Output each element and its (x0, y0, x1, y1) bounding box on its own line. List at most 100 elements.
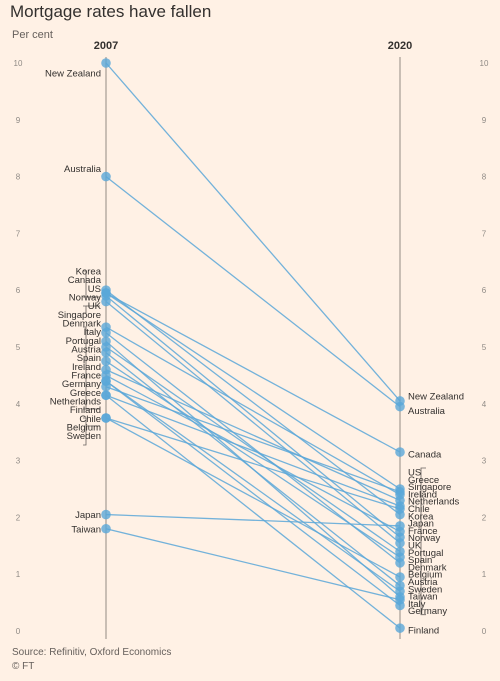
label-2007-chile: Chile (79, 414, 101, 425)
label-2007-france: France (71, 371, 101, 382)
y-tick-label-right: 5 (482, 343, 487, 352)
series-line-new-zealand (105, 62, 401, 402)
bracket-2020 (420, 467, 426, 616)
series-line-singapore (105, 326, 401, 496)
label-2007-uk: UK (88, 301, 102, 312)
label-2020-chile: Chile (408, 504, 430, 515)
label-2007-netherlands: Netherlands (50, 397, 101, 408)
series-lines (105, 62, 401, 629)
series-line-finland (105, 394, 401, 629)
label-2020-portugal: Portugal (408, 548, 443, 559)
label-2020-singapore: Singapore (408, 482, 451, 493)
point-2020-finland (395, 623, 405, 633)
y-tick-label-left: 0 (16, 627, 21, 636)
y-tick-label-left: 4 (16, 400, 21, 409)
label-2007-austria: Austria (71, 345, 101, 356)
label-2020-netherlands: Netherlands (408, 497, 459, 508)
series-line-greece (105, 386, 401, 493)
series-line-ireland (105, 369, 401, 501)
y-tick-label-right: 2 (482, 513, 487, 522)
series-line-australia (105, 176, 401, 408)
label-2020-greece: Greece (408, 475, 439, 486)
y-tick-label-right: 8 (482, 173, 487, 182)
point-2007-denmark (101, 328, 111, 338)
label-2007-japan: Japan (75, 510, 101, 521)
label-2020-australia: Australia (408, 406, 446, 417)
y-tick-label-left: 2 (16, 513, 21, 522)
point-2020-greece (395, 487, 405, 497)
label-2020-spain: Spain (408, 555, 432, 566)
y-tick-label-left: 6 (16, 286, 21, 295)
year-label-2020: 2020 (388, 40, 412, 52)
label-2007-italy: Italy (84, 327, 102, 338)
y-tick-label-right: 4 (482, 400, 487, 409)
year-label-2007: 2007 (94, 40, 118, 52)
label-2020-austria: Austria (408, 577, 438, 588)
series-line-canada (105, 292, 401, 453)
label-2020-denmark: Denmark (408, 562, 447, 573)
y-tick-label-right: 3 (482, 457, 487, 466)
point-2007-japan (101, 509, 111, 520)
point-2007-finland (101, 390, 111, 401)
label-2020-us: US (408, 468, 421, 479)
y-tick-label-right: 10 (480, 59, 489, 68)
point-2007-uk (101, 296, 111, 307)
series-line-netherlands (105, 394, 401, 507)
label-2007-denmark: Denmark (62, 319, 101, 330)
label-2020-belgium: Belgium (408, 570, 442, 581)
series-line-uk (105, 301, 401, 544)
point-2020-japan (395, 521, 405, 531)
label-2020-uk: UK (408, 541, 422, 552)
y-axis-unit-label: Per cent (12, 29, 53, 41)
y-tick-label-left: 10 (14, 59, 23, 68)
point-2020-taiwan (395, 594, 405, 605)
y-tick-label-left: 8 (16, 173, 21, 182)
label-2007-new-zealand: New Zealand (45, 69, 101, 80)
point-2020-uk (395, 538, 405, 548)
label-2020-ireland: Ireland (408, 489, 437, 500)
series-line-germany (105, 380, 401, 606)
y-tick-label-left: 1 (16, 570, 21, 579)
label-2020-korea: Korea (408, 511, 434, 522)
label-2007-portugal: Portugal (66, 336, 101, 347)
y-tick-label-right: 9 (482, 116, 487, 125)
label-2020-italy: Italy (408, 599, 426, 610)
y-tick-label-right: 1 (482, 570, 487, 579)
y-tick-label-right: 0 (482, 627, 487, 636)
data-points (101, 58, 405, 633)
point-2020-canada (395, 447, 405, 457)
label-2007-us: US (88, 284, 101, 295)
bracket-2007 (83, 326, 87, 410)
label-2020-norway: Norway (408, 533, 440, 544)
point-2007-sweden (101, 376, 111, 386)
source-note: Source: Refinitiv, Oxford Economics (12, 647, 172, 658)
label-2007-spain: Spain (77, 353, 101, 364)
y-tick-label-right: 6 (482, 286, 487, 295)
point-2007-australia (101, 171, 111, 182)
point-2007-new-zealand (101, 58, 111, 68)
y-tick-label-left: 3 (16, 457, 21, 466)
point-2007-belgium (101, 413, 111, 423)
label-2020-germany: Germany (408, 606, 447, 617)
y-tick-label-left: 5 (16, 343, 21, 352)
label-2007-belgium: Belgium (67, 423, 101, 434)
label-brackets (83, 270, 426, 616)
label-2007-greece: Greece (70, 388, 101, 399)
label-2020-new-zealand: New Zealand (408, 391, 464, 402)
chart-title: Mortgage rates have fallen (10, 2, 212, 21)
point-2020-belgium (395, 572, 405, 582)
label-2007-sweden: Sweden (67, 431, 101, 442)
label-2007-taiwan: Taiwan (71, 524, 101, 535)
point-2007-taiwan (101, 523, 111, 534)
slope-chart: 2007 2020 0 0 1 1 2 2 3 3 4 4 5 5 6 6 7 7 8 8 9 9 10 10 New Zea… (14, 40, 489, 639)
series-line-japan (105, 513, 401, 527)
label-2020-france: France (408, 526, 438, 537)
series-line-portugal (105, 346, 401, 553)
series-line-belgium (105, 417, 401, 578)
point-2020-sweden (395, 586, 405, 597)
series-line-sweden (105, 380, 401, 592)
series-line-korea (105, 289, 401, 516)
label-2020-canada: Canada (408, 450, 442, 461)
label-2007-singapore: Singapore (58, 310, 101, 321)
label-2007-ireland: Ireland (72, 362, 101, 373)
